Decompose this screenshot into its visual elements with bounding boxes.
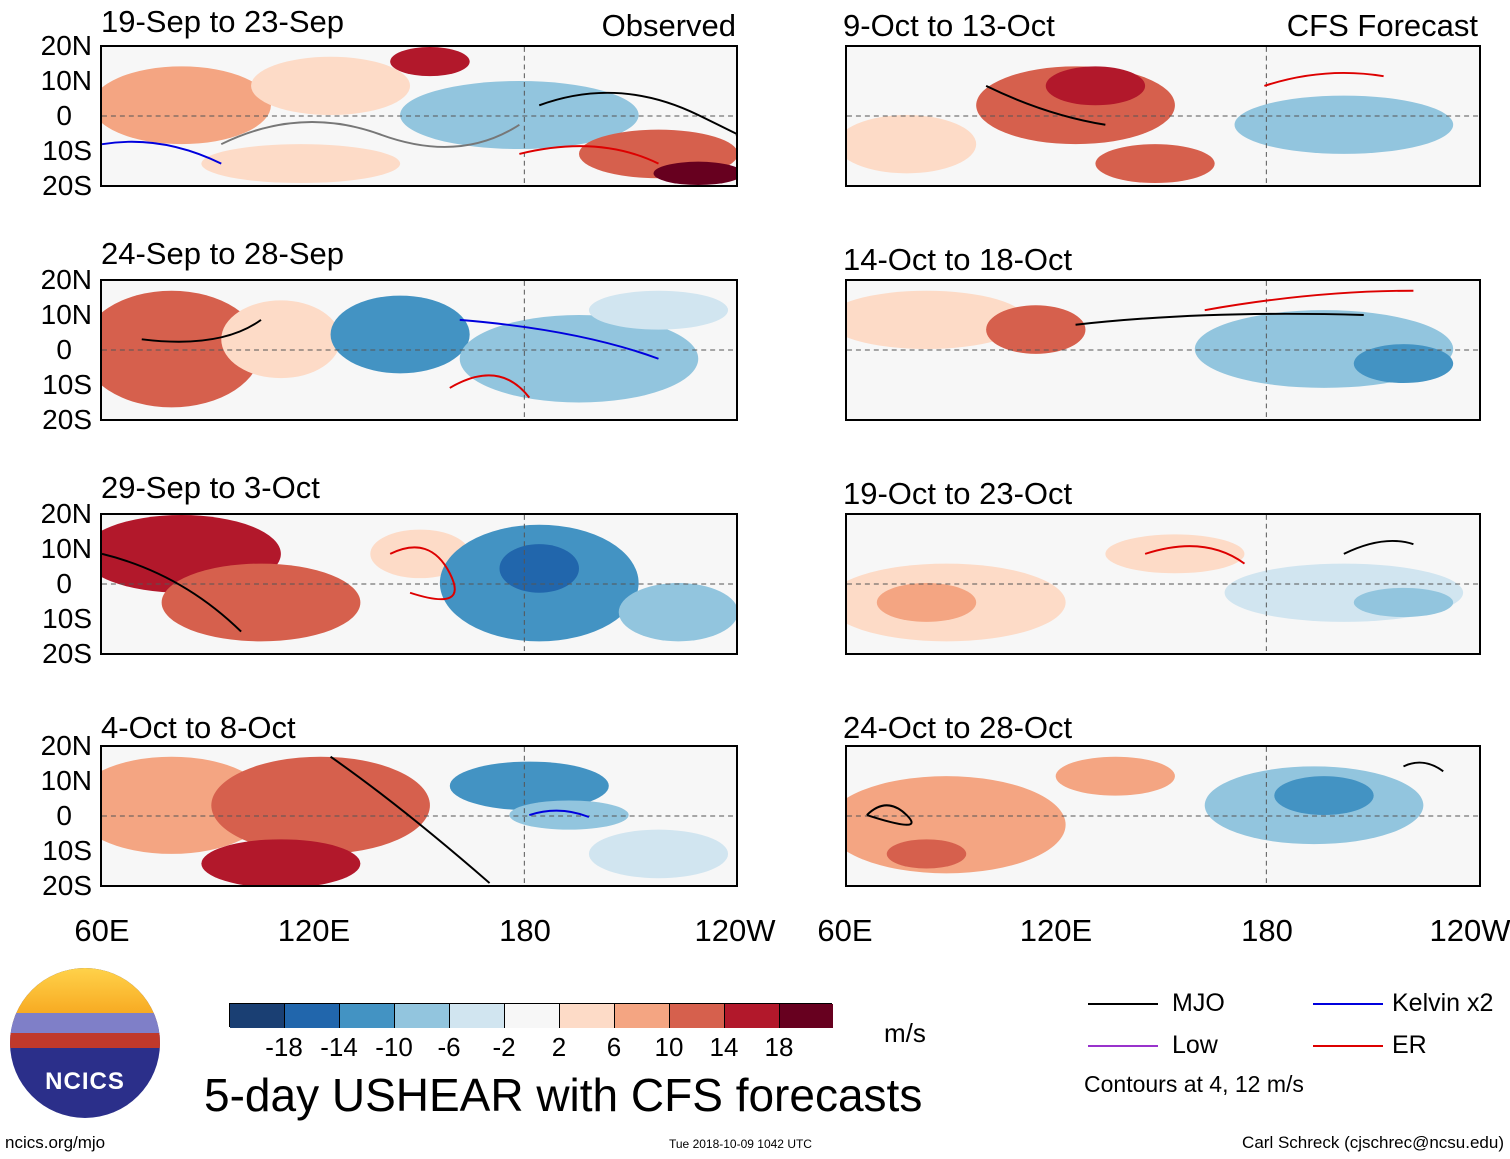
main-title: 5-day USHEAR with CFS forecasts	[204, 1069, 923, 1121]
lon-label: 180	[1241, 913, 1293, 948]
ncics-logo: NCICS	[10, 968, 160, 1118]
lat-label: 10N	[40, 299, 92, 330]
shear-map	[847, 281, 1479, 419]
lat-label: 0	[56, 568, 72, 599]
lat-label: 10N	[40, 765, 92, 796]
cfs-forecast-header: CFS Forecast	[1286, 8, 1478, 43]
lon-label: 60E	[817, 913, 873, 948]
lat-label: 20S	[42, 870, 92, 901]
map-panel	[845, 279, 1481, 421]
shear-map	[102, 515, 736, 653]
colorbar-swatch	[395, 1004, 450, 1028]
colorbar	[229, 1003, 833, 1028]
shear-map	[102, 747, 736, 885]
footer-author: Carl Schreck (cjschrec@ncsu.edu)	[1242, 1133, 1504, 1152]
map-panel	[845, 513, 1481, 655]
legend-label-mjo: MJO	[1172, 989, 1225, 1017]
lon-label: 120W	[694, 913, 776, 948]
map-panel	[845, 745, 1481, 887]
map-panel	[100, 279, 738, 421]
lat-label: 0	[56, 800, 72, 831]
colorbar-label: 2	[551, 1032, 567, 1062]
map-panel	[100, 745, 738, 887]
lat-label: 10N	[40, 65, 92, 96]
legend-swatch-kelvin	[1313, 1003, 1383, 1005]
lat-label: 20S	[42, 170, 92, 201]
colorbar-swatch	[615, 1004, 670, 1028]
lat-label: 0	[56, 334, 72, 365]
colorbar-swatch	[450, 1004, 505, 1028]
colorbar-label: 10	[654, 1032, 684, 1062]
lat-label: 10S	[42, 835, 92, 866]
lat-label: 10N	[40, 533, 92, 564]
colorbar-unit: m/s	[884, 1018, 926, 1048]
lat-label: 10S	[42, 135, 92, 166]
lon-label: 120W	[1429, 913, 1510, 948]
colorbar-label: -10	[375, 1032, 413, 1062]
lat-label: 20S	[42, 638, 92, 669]
footer-url: ncics.org/mjo	[5, 1133, 106, 1152]
map-panel	[100, 513, 738, 655]
lon-label: 120E	[277, 913, 351, 948]
colorbar-swatch	[285, 1004, 340, 1028]
panel-title: 9-Oct to 13-Oct	[843, 8, 1055, 43]
lon-label: 120E	[1019, 913, 1093, 948]
colorbar-label: -18	[265, 1032, 303, 1062]
lat-label: 20N	[40, 498, 92, 529]
colorbar-label: 6	[606, 1032, 622, 1062]
colorbar-swatch	[505, 1004, 560, 1028]
legend-swatch-low	[1088, 1045, 1158, 1047]
footer-timestamp: Tue 2018-10-09 1042 UTC	[669, 1137, 812, 1151]
colorbar-swatch	[230, 1004, 285, 1028]
colorbar-label: -14	[320, 1032, 358, 1062]
observed-header: Observed	[601, 8, 736, 43]
panel-title: 24-Sep to 28-Sep	[101, 236, 345, 271]
colorbar-swatch	[780, 1004, 833, 1028]
lat-label: 20N	[40, 30, 92, 61]
colorbar-label: -2	[492, 1032, 516, 1062]
lon-label: 180	[499, 913, 551, 948]
legend-swatch-er	[1313, 1045, 1383, 1047]
logo-text: NCICS	[45, 1068, 125, 1095]
colorbar-label: 14	[709, 1032, 739, 1062]
colorbar-swatch	[340, 1004, 395, 1028]
shear-map	[102, 281, 736, 419]
logo-wave	[10, 1033, 160, 1048]
shear-map	[102, 47, 736, 185]
legend-label-er: ER	[1392, 1031, 1427, 1059]
lon-label: 60E	[74, 913, 130, 948]
map-panel	[845, 45, 1481, 187]
shear-map	[847, 515, 1479, 653]
shear-map	[847, 747, 1479, 885]
lat-label: 20N	[40, 730, 92, 761]
colorbar-swatch	[725, 1004, 780, 1028]
lat-label: 20S	[42, 404, 92, 435]
colorbar-label: -6	[437, 1032, 461, 1062]
panel-title: 29-Sep to 3-Oct	[101, 470, 320, 505]
lat-label: 0	[56, 100, 72, 131]
shear-map	[847, 47, 1479, 185]
panel-title: 14-Oct to 18-Oct	[843, 242, 1073, 277]
colorbar-label: 18	[764, 1032, 794, 1062]
lat-label: 10S	[42, 603, 92, 634]
legend-swatch-mjo	[1088, 1003, 1158, 1005]
panel-title: 19-Oct to 23-Oct	[843, 476, 1073, 511]
legend-label-kelvin: Kelvin x2	[1392, 989, 1494, 1017]
legend-note: Contours at 4, 12 m/s	[1084, 1071, 1304, 1097]
colorbar-swatch	[670, 1004, 725, 1028]
colorbar-swatch	[560, 1004, 615, 1028]
panel-title: 24-Oct to 28-Oct	[843, 710, 1073, 745]
lat-label: 20N	[40, 264, 92, 295]
panel-title: 19-Sep to 23-Sep	[101, 4, 345, 39]
map-panel	[100, 45, 738, 187]
legend-label-low: Low	[1172, 1031, 1218, 1059]
panel-title: 4-Oct to 8-Oct	[101, 710, 296, 745]
lat-label: 10S	[42, 369, 92, 400]
